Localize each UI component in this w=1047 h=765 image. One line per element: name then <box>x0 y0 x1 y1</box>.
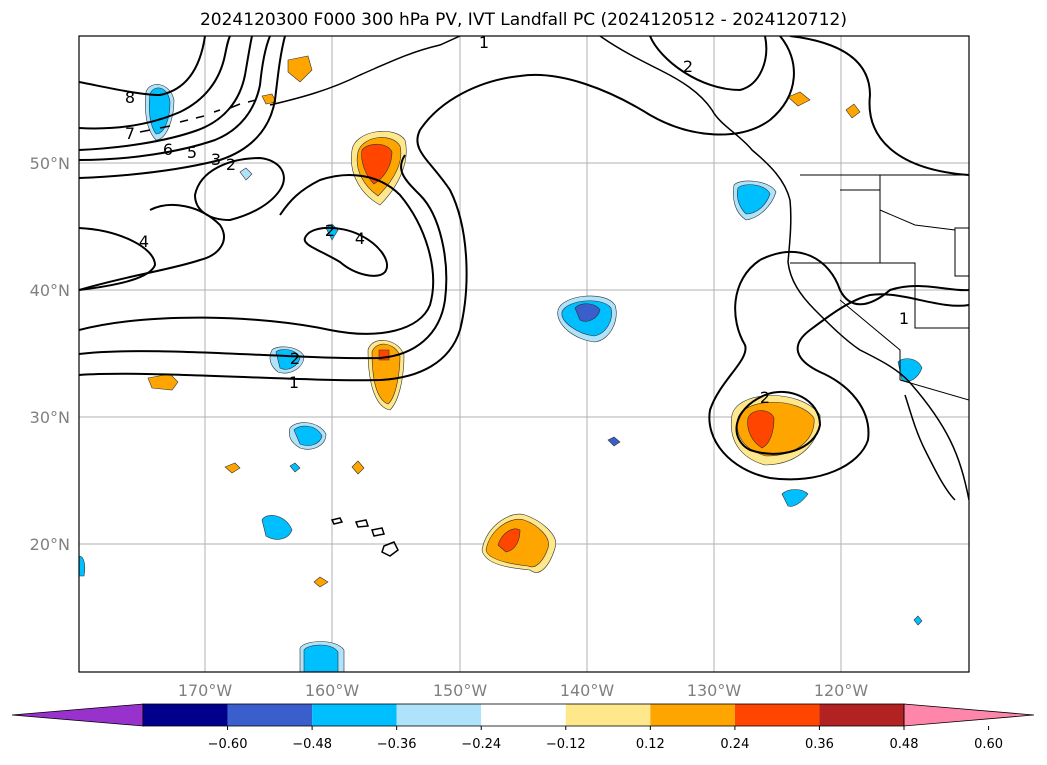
colorbar-swatch <box>819 704 904 726</box>
colorbar-swatch <box>565 704 651 726</box>
shaded-anomalies <box>79 55 923 672</box>
longitude-labels: 170°W 160°W 150°W 140°W 130°W 120°W <box>178 681 869 700</box>
lat-label-20n: 20°N <box>30 535 70 554</box>
colorbar-tick-label: −0.60 <box>208 737 248 752</box>
political-borders <box>790 174 969 401</box>
colorbar-swatch <box>143 704 228 726</box>
colorbar-tick-label: −0.48 <box>292 737 332 752</box>
contour-label: 2 <box>760 388 770 407</box>
contour-label: 7 <box>125 124 135 143</box>
lon-label-130w: 130°W <box>687 681 742 700</box>
contour-label: 2 <box>683 57 693 76</box>
colorbar-tick-label: 0.12 <box>636 737 665 752</box>
lon-label-150w: 150°W <box>433 681 488 700</box>
colorbar-swatch <box>312 704 397 726</box>
colorbar-swatch <box>650 704 735 726</box>
colorbar: −0.60 −0.48 −0.36 −0.24 −0.12 0.12 0.24 0.36 0.4… <box>11 703 1035 752</box>
contour-label: 4 <box>139 232 149 251</box>
contour-label: 4 <box>355 229 365 248</box>
colorbar-extend-high <box>903 703 1035 727</box>
lon-label-170w: 170°W <box>178 681 233 700</box>
lat-label-30n: 30°N <box>30 408 70 427</box>
contour-label: 2 <box>325 221 335 240</box>
colorbar-tick-label: 0.24 <box>720 737 749 752</box>
contour-label: 1 <box>479 33 489 52</box>
colorbar-outline <box>142 703 905 727</box>
colorbar-tick-label: 0.36 <box>805 737 834 752</box>
colorbar-swatch <box>481 704 566 726</box>
gridlines <box>79 36 969 672</box>
contour-label: 8 <box>125 88 135 107</box>
contour-label: 2 <box>290 349 300 368</box>
colorbar-tick-label: −0.36 <box>377 737 417 752</box>
coastlines <box>139 36 969 557</box>
colorbar-tick-label: 0.48 <box>890 737 919 752</box>
contour-label: 3 <box>211 150 221 169</box>
contour-label: 6 <box>163 140 173 159</box>
contour-label: 1 <box>289 373 299 392</box>
colorbar-extend-low <box>11 703 144 727</box>
lat-label-50n: 50°N <box>30 154 70 173</box>
colorbar-tick-label: −0.24 <box>461 737 501 752</box>
contour-label-group: 1 2 8 7 6 5 3 2 4 4 2 1 2 1 2 <box>125 33 909 407</box>
contour-label: 1 <box>899 309 909 328</box>
map-title: 2024120300 F000 300 hPa PV, IVT Landfall… <box>199 10 847 30</box>
colorbar-tick-label: 0.60 <box>974 737 1003 752</box>
colorbar-swatch <box>227 704 313 726</box>
pv-contours <box>79 36 969 481</box>
contour-label: 5 <box>187 143 197 162</box>
lon-label-160w: 160°W <box>305 681 360 700</box>
lat-label-40n: 40°N <box>30 281 70 300</box>
lon-label-120w: 120°W <box>814 681 869 700</box>
lon-label-140w: 140°W <box>560 681 615 700</box>
colorbar-swatch <box>396 704 482 726</box>
latitude-labels: 50°N 40°N 30°N 20°N <box>30 154 70 554</box>
colorbar-tick-label: −0.12 <box>546 737 586 752</box>
map-frame <box>78 35 970 673</box>
colorbar-swatch <box>734 704 820 726</box>
contour-label: 2 <box>226 155 236 174</box>
